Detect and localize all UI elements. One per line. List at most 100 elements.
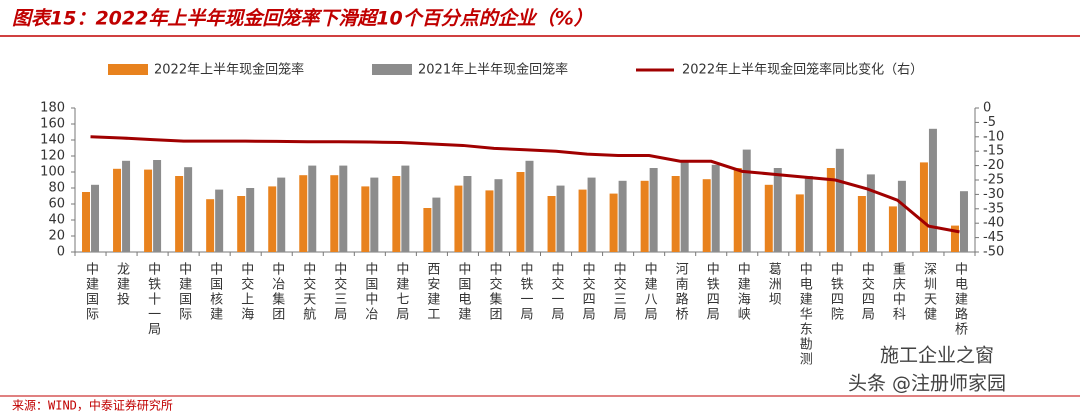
x-tick-label: 中铁十一局	[145, 262, 161, 337]
bar	[423, 208, 432, 252]
bar	[711, 164, 720, 252]
bar	[330, 175, 339, 252]
x-tick-label: 重庆中科	[890, 261, 906, 322]
bar	[649, 168, 658, 252]
x-tick-label: 中电建路桥	[952, 262, 968, 337]
bar	[702, 179, 711, 252]
y-tick-label: 20	[48, 229, 65, 244]
y-tick-label: 0	[57, 245, 65, 260]
bar	[485, 190, 494, 252]
x-tick-label: 中交四局	[580, 262, 596, 322]
x-tick-label: 中铁一局	[518, 262, 534, 322]
bar	[432, 197, 441, 252]
bar	[733, 168, 742, 252]
bar	[680, 160, 689, 252]
bar	[866, 174, 875, 252]
x-tick-label: 中交四局	[859, 262, 875, 322]
x-tick-label: 中铁四院	[828, 262, 844, 322]
x-tick-label: 葛洲坝	[766, 262, 782, 307]
x-tick-label: 中建海峡	[735, 262, 751, 322]
x-tick-label: 中建国际	[176, 262, 192, 322]
bar	[516, 172, 525, 252]
y2-tick-label: 0	[983, 101, 991, 116]
bar	[463, 176, 472, 252]
bar	[525, 160, 534, 252]
y2-tick-label: -35	[983, 201, 1004, 216]
y2-tick-label: -30	[983, 187, 1004, 202]
legend-label: 2022年上半年现金回笼率	[154, 62, 304, 78]
legend-swatch	[372, 64, 412, 75]
bar	[277, 177, 286, 252]
y-tick-label: 100	[40, 165, 65, 180]
bar	[640, 180, 649, 252]
source: 来源：WIND，中泰证券研究所	[12, 398, 173, 413]
bar	[578, 189, 587, 252]
bar	[268, 186, 277, 252]
x-tick-label: 河南路桥	[673, 262, 689, 322]
x-tick-label: 龙建投	[114, 262, 130, 307]
y2-tick-label: -20	[983, 158, 1004, 173]
bar	[153, 160, 162, 252]
bar	[206, 199, 215, 252]
legend-label: 2022年上半年现金回笼率同比变化（右）	[682, 62, 923, 78]
legend-swatch	[108, 64, 148, 75]
y-tick-label: 120	[40, 149, 65, 164]
x-tick-label: 中冶集团	[269, 262, 285, 322]
bar	[494, 179, 503, 252]
bar	[888, 206, 897, 252]
bar	[919, 162, 928, 252]
x-tick-label: 中交集团	[486, 262, 502, 322]
y-tick-label: 140	[40, 133, 65, 148]
bar	[795, 194, 804, 252]
bar	[308, 165, 317, 252]
bar	[764, 184, 773, 252]
y-tick-label: 180	[40, 101, 65, 116]
bar	[370, 177, 379, 252]
bar	[361, 186, 370, 252]
bar	[742, 149, 751, 252]
bar	[299, 175, 308, 252]
bar	[826, 168, 835, 252]
bar	[339, 165, 348, 252]
bar	[897, 180, 906, 252]
x-tick-label: 中国核建	[207, 262, 223, 322]
x-tick-label: 中交一局	[549, 262, 565, 322]
x-tick-label: 中电建华东勘测	[797, 262, 813, 367]
bar	[835, 148, 844, 252]
bar	[857, 196, 866, 252]
x-tick-label: 中交天航	[300, 262, 316, 322]
bar	[215, 189, 224, 252]
bar	[401, 165, 410, 252]
bar	[618, 180, 627, 252]
y2-tick-label: -45	[983, 230, 1004, 245]
x-tick-label: 深圳天健	[921, 262, 937, 322]
x-tick-label: 中建国际	[83, 262, 99, 322]
x-tick-label: 中交上海	[238, 262, 254, 322]
y2-tick-label: -5	[983, 115, 996, 130]
y-tick-label: 160	[40, 117, 65, 132]
y-tick-label: 60	[48, 197, 65, 212]
x-tick-label: 中交三局	[611, 262, 627, 322]
watermark: 施工企业之窗	[880, 345, 994, 367]
bar	[454, 185, 463, 252]
y2-tick-label: -40	[983, 216, 1004, 231]
y2-tick-label: -25	[983, 173, 1004, 188]
bar	[547, 196, 556, 252]
bar	[113, 168, 122, 252]
bar	[175, 176, 184, 252]
bar	[928, 128, 937, 252]
bar	[392, 176, 401, 252]
watermark: 头条 @注册师家园	[848, 373, 1006, 395]
bar	[82, 192, 91, 252]
bar	[587, 177, 596, 252]
bar	[804, 176, 813, 252]
x-tick-label: 中国中冶	[362, 262, 378, 322]
x-tick-label: 中建七局	[393, 262, 409, 322]
y-tick-label: 40	[48, 213, 65, 228]
bar	[773, 168, 782, 252]
y-tick-label: 80	[48, 181, 65, 196]
bar	[237, 196, 246, 252]
x-tick-label: 西安建工	[424, 262, 440, 322]
y2-tick-label: -10	[983, 129, 1004, 144]
